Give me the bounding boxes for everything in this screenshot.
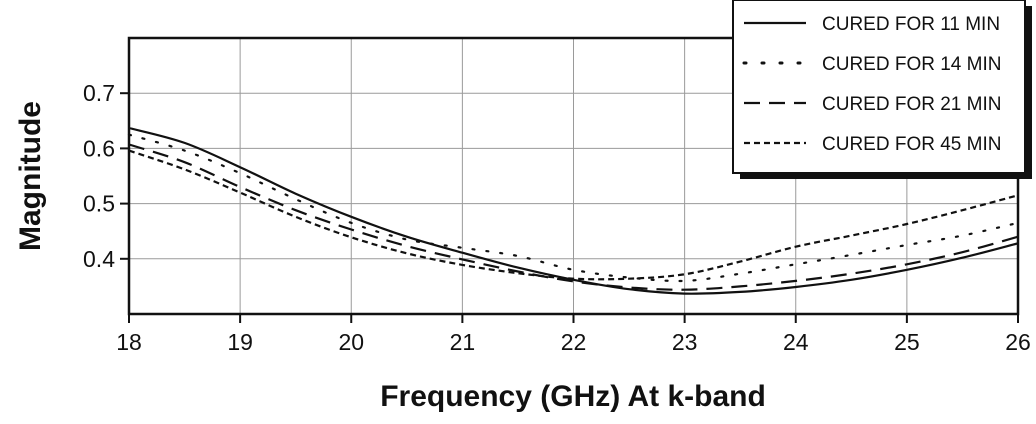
legend-label-4: CURED FOR 45 MIN	[822, 134, 1001, 155]
series-line-3	[128, 143, 1019, 291]
legend-box	[732, 0, 1026, 174]
x-tick-label: 23	[672, 329, 698, 355]
y-axis-title: Magnitude	[14, 101, 47, 251]
legend-items: CURED FOR 11 MIN CURED FOR 14 MIN CURED FO…	[742, 14, 1001, 155]
legend-label-3: CURED FOR 21 MIN	[822, 94, 1001, 115]
y-tick-label: 0.4	[83, 246, 115, 272]
legend-label-1: CURED FOR 11 MIN	[822, 14, 1000, 35]
x-tick-label: 22	[561, 329, 587, 355]
y-tick-label: 0.7	[83, 80, 115, 106]
x-axis-ticks: 18 19 20 21 22 23 24 25 26	[116, 314, 1031, 355]
x-tick-label: 25	[894, 329, 920, 355]
x-tick-label: 21	[450, 329, 476, 355]
y-tick-label: 0.5	[83, 191, 115, 217]
legend: CURED FOR 11 MIN CURED FOR 14 MIN CURED FO…	[732, 0, 1032, 179]
series-line-4	[128, 149, 1019, 281]
x-tick-label: 24	[783, 329, 809, 355]
x-axis-title: Frequency (GHz) At k-band	[380, 380, 766, 413]
y-tick-label: 0.6	[83, 135, 115, 161]
x-tick-label: 18	[116, 329, 142, 355]
x-tick-label: 20	[338, 329, 364, 355]
y-axis-ticks: 0.4 0.5 0.6 0.7	[83, 80, 129, 272]
x-tick-label: 26	[1005, 329, 1031, 355]
series-lines	[127, 126, 1020, 295]
legend-label-2: CURED FOR 14 MIN	[822, 54, 1001, 75]
x-tick-label: 19	[227, 329, 253, 355]
